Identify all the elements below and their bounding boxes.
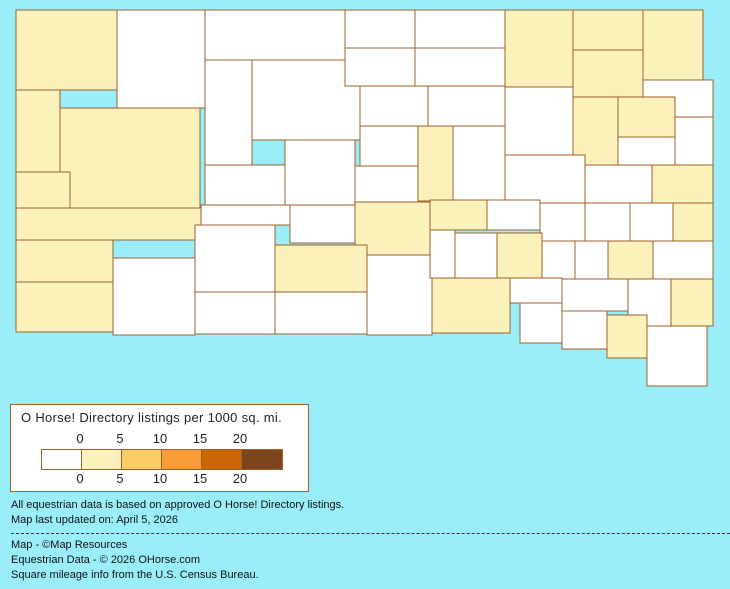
county[interactable]	[454, 232, 498, 279]
county[interactable]	[354, 165, 419, 203]
county[interactable]	[452, 125, 506, 202]
county[interactable]	[15, 281, 114, 333]
county[interactable]	[496, 232, 543, 279]
legend-tick-bottom: 10	[152, 471, 168, 486]
county[interactable]	[642, 9, 704, 81]
county[interactable]	[617, 136, 676, 166]
county[interactable]	[646, 325, 708, 387]
county[interactable]	[15, 9, 118, 91]
county[interactable]	[509, 277, 563, 304]
county[interactable]	[15, 89, 61, 173]
county[interactable]	[15, 239, 114, 283]
county[interactable]	[504, 9, 574, 88]
map-credit: Map - ©Map Resources	[11, 539, 128, 551]
county[interactable]	[427, 85, 506, 127]
county[interactable]	[674, 116, 714, 166]
county[interactable]	[414, 9, 506, 49]
legend-tick-top: 10	[152, 431, 168, 446]
legend-tick-bottom: 15	[192, 471, 208, 486]
county[interactable]	[194, 291, 276, 335]
county[interactable]	[194, 224, 276, 293]
county[interactable]	[284, 139, 356, 206]
county[interactable]	[670, 278, 714, 327]
county[interactable]	[431, 277, 511, 334]
last-updated-note: Map last updated on: April 5, 2026	[11, 514, 178, 526]
county[interactable]	[672, 202, 714, 242]
county[interactable]	[584, 202, 631, 242]
county[interactable]	[652, 240, 714, 280]
county[interactable]	[541, 240, 576, 280]
legend-swatch	[122, 450, 162, 469]
legend-tick-top: 0	[76, 431, 84, 446]
county[interactable]	[417, 125, 454, 202]
county[interactable]	[344, 9, 416, 49]
county[interactable]	[607, 240, 654, 280]
county[interactable]	[15, 171, 71, 209]
county[interactable]	[112, 257, 196, 336]
county[interactable]	[429, 229, 456, 279]
legend-tick-bottom: 0	[76, 471, 84, 486]
data-credit: Equestrian Data - © 2026 OHorse.com	[11, 554, 201, 566]
legend-title: O Horse! Directory listings per 1000 sq.…	[21, 410, 283, 425]
county[interactable]	[504, 86, 574, 156]
legend-swatch	[162, 450, 202, 469]
county[interactable]	[572, 9, 644, 51]
county[interactable]	[629, 202, 674, 242]
legend-swatch	[42, 450, 82, 469]
county[interactable]	[651, 164, 714, 204]
county[interactable]	[519, 302, 563, 344]
county[interactable]	[59, 107, 201, 209]
county[interactable]	[344, 47, 416, 87]
county[interactable]	[274, 291, 368, 335]
county[interactable]	[574, 240, 609, 280]
county[interactable]	[539, 202, 586, 242]
legend-tick-bottom: 20	[232, 471, 248, 486]
county[interactable]	[251, 59, 361, 141]
data-source-note: All equestrian data is based on approved…	[11, 499, 345, 511]
county[interactable]	[289, 204, 356, 244]
legend-swatch	[242, 450, 282, 469]
county[interactable]	[204, 164, 286, 206]
legend-tick-bottom: 5	[116, 471, 124, 486]
legend-tick-top: 5	[116, 431, 124, 446]
county[interactable]	[429, 199, 488, 231]
legend-tick-top: 20	[232, 431, 248, 446]
county[interactable]	[572, 96, 619, 166]
south-dakota-county-map	[15, 9, 714, 387]
county[interactable]	[204, 59, 253, 166]
county[interactable]	[414, 47, 506, 87]
divider	[11, 533, 730, 534]
county[interactable]	[504, 154, 586, 204]
legend-tick-top: 15	[192, 431, 208, 446]
county[interactable]	[366, 254, 433, 336]
county[interactable]	[15, 207, 202, 241]
county[interactable]	[617, 96, 676, 138]
census-credit: Square mileage info from the U.S. Census…	[11, 569, 259, 581]
county[interactable]	[572, 49, 644, 98]
county[interactable]	[200, 204, 291, 226]
county[interactable]	[204, 9, 346, 61]
county[interactable]	[359, 85, 429, 127]
county[interactable]	[561, 310, 608, 350]
county[interactable]	[584, 164, 653, 204]
legend-swatch	[202, 450, 242, 469]
legend-color-bar	[41, 449, 283, 470]
legend-swatch	[82, 450, 122, 469]
county[interactable]	[274, 244, 368, 293]
county[interactable]	[116, 9, 206, 109]
county[interactable]	[561, 278, 629, 312]
county[interactable]	[606, 314, 648, 359]
legend: O Horse! Directory listings per 1000 sq.…	[10, 404, 309, 492]
county[interactable]	[486, 199, 541, 231]
county[interactable]	[359, 125, 419, 167]
